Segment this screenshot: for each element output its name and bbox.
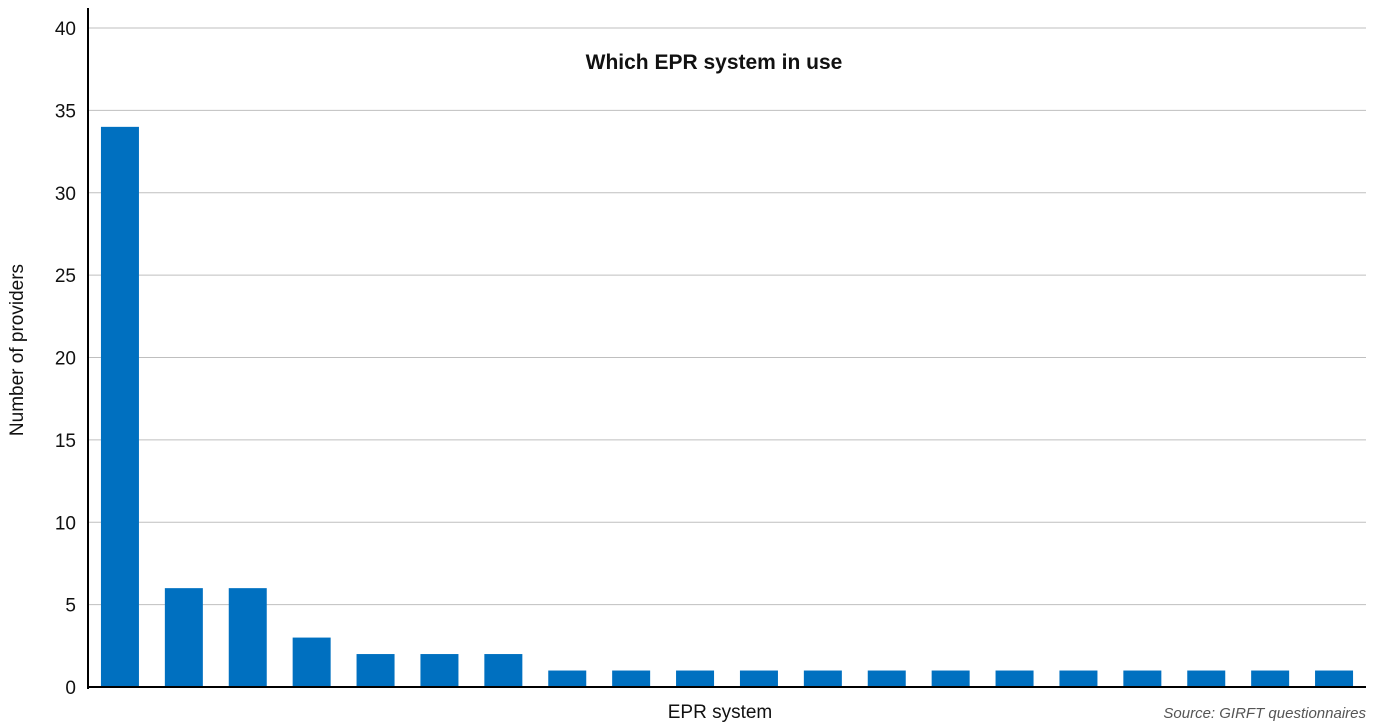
y-tick-label: 0 xyxy=(65,678,76,699)
bar xyxy=(612,670,651,687)
x-axis-title: EPR system xyxy=(668,702,773,723)
bar xyxy=(676,670,715,687)
y-tick-label: 20 xyxy=(55,349,76,370)
bar xyxy=(803,670,842,687)
bar xyxy=(1187,670,1226,687)
bars xyxy=(100,126,1354,688)
bar xyxy=(292,637,331,687)
y-axis-title: Number of providers xyxy=(7,264,28,436)
chart-title: Which EPR system in use xyxy=(586,51,843,74)
bar xyxy=(995,670,1034,687)
bar xyxy=(1059,670,1098,687)
bar xyxy=(420,654,459,687)
bar xyxy=(356,654,395,687)
gridlines xyxy=(88,27,1366,606)
y-tick-label: 40 xyxy=(55,19,76,40)
bar xyxy=(548,670,587,687)
bar xyxy=(484,654,523,687)
bar xyxy=(931,670,970,687)
bar xyxy=(1315,670,1354,687)
bar xyxy=(867,670,906,687)
y-tick-label: 30 xyxy=(55,184,76,205)
y-tick-label: 25 xyxy=(55,266,76,287)
bar xyxy=(1123,670,1162,687)
y-tick-label: 5 xyxy=(65,596,76,617)
bar xyxy=(228,588,267,687)
bar xyxy=(1251,670,1290,687)
bar xyxy=(100,126,139,688)
bar xyxy=(739,670,778,687)
bar xyxy=(164,588,203,687)
source-note: Source: GIRFT questionnaires xyxy=(1163,705,1366,722)
y-tick-label: 35 xyxy=(55,101,76,122)
y-tick-label: 10 xyxy=(55,513,76,534)
y-tick-label: 15 xyxy=(55,431,76,452)
y-tick-labels: 0 5 10 15 20 25 30 35 40 xyxy=(55,19,76,699)
